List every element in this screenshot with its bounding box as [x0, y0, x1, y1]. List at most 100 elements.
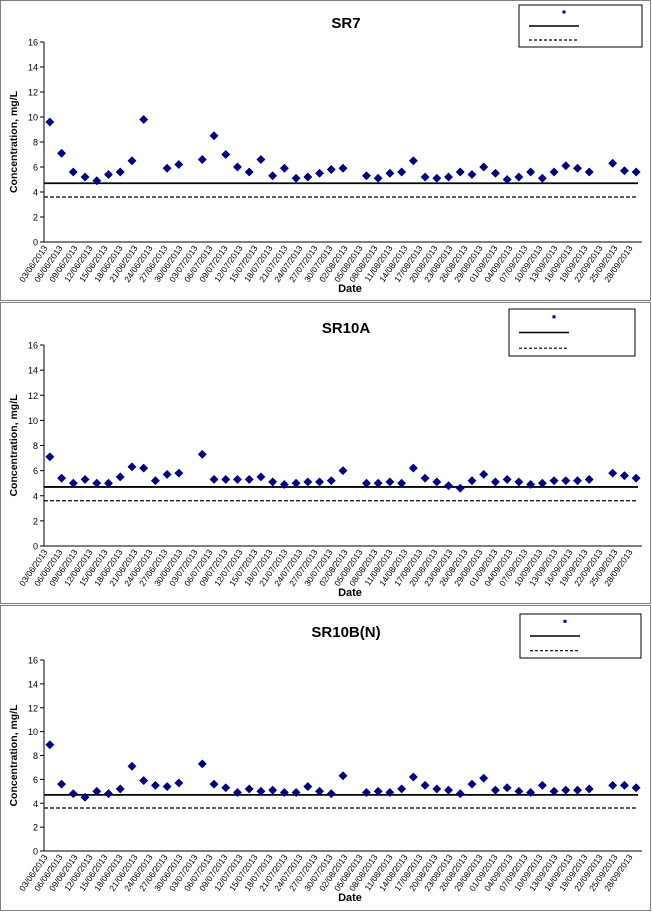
- data-point: [268, 477, 278, 487]
- data-point: [455, 789, 465, 799]
- data-point: [443, 172, 454, 182]
- data-point: [479, 469, 489, 479]
- data-point: [397, 167, 407, 177]
- data-point: [127, 761, 137, 771]
- data-point: [385, 168, 395, 178]
- data-point: [526, 787, 536, 798]
- data-point: [45, 117, 55, 127]
- data-point: [502, 174, 512, 185]
- data-point: [631, 783, 641, 793]
- data-point: [244, 784, 254, 794]
- data-point: [420, 780, 430, 790]
- chart-2: SR10B(N)024681012141603/06/201306/06/201…: [0, 605, 651, 911]
- data-point: [57, 779, 67, 789]
- x-axis-label: Date: [338, 283, 362, 295]
- data-point: [268, 171, 278, 181]
- chart-title: SR7: [331, 15, 360, 32]
- data-point: [467, 779, 477, 789]
- data-point: [490, 168, 500, 178]
- data-point: [572, 476, 583, 486]
- data-point: [57, 148, 67, 158]
- data-point: [150, 780, 160, 790]
- data-point: [502, 783, 512, 793]
- data-point: [256, 786, 266, 796]
- data-point: [537, 173, 547, 183]
- data-point: [631, 167, 641, 177]
- data-point: [232, 787, 243, 798]
- chart-title: SR10B(N): [311, 624, 380, 641]
- data-point: [619, 166, 629, 176]
- data-point: [572, 785, 583, 795]
- data-point: [326, 789, 336, 799]
- data-point: [80, 474, 90, 484]
- data-point: [408, 156, 418, 166]
- data-point: [397, 784, 407, 794]
- chart-title: SR10A: [322, 320, 371, 337]
- data-point: [174, 778, 184, 788]
- data-point: [127, 156, 137, 166]
- data-point: [162, 781, 172, 792]
- data-point: [314, 168, 325, 178]
- y-tick-label: 10: [28, 416, 38, 426]
- data-point: [139, 114, 149, 125]
- data-point: [420, 473, 430, 483]
- data-point: [455, 483, 465, 493]
- data-point: [584, 474, 594, 484]
- data-point: [279, 479, 289, 489]
- data-point: [139, 463, 149, 473]
- data-point: [443, 785, 454, 795]
- data-point: [279, 163, 289, 173]
- chart-panel: [0, 0, 651, 301]
- data-point: [150, 476, 160, 486]
- data-point: [373, 786, 383, 796]
- data-point: [631, 473, 641, 483]
- data-point: [139, 776, 149, 786]
- data-point: [291, 478, 301, 488]
- data-point: [514, 172, 524, 182]
- data-point: [537, 478, 547, 488]
- legend: [518, 4, 643, 48]
- data-point: [549, 476, 559, 486]
- y-tick-label: 4: [33, 491, 38, 501]
- data-point: [45, 452, 55, 462]
- data-point: [537, 780, 547, 790]
- y-tick-label: 8: [33, 138, 38, 148]
- legend: [508, 308, 636, 357]
- y-tick-label: 12: [28, 391, 38, 401]
- data-point: [197, 154, 207, 165]
- data-point: [162, 469, 172, 479]
- data-point: [385, 477, 395, 487]
- y-axis-label: Concentration, mg/L: [8, 704, 20, 807]
- data-point: [361, 787, 372, 798]
- data-point: [221, 149, 231, 160]
- y-tick-label: 2: [33, 516, 38, 526]
- data-point: [221, 474, 231, 484]
- data-point: [608, 780, 618, 790]
- data-point: [373, 173, 383, 183]
- data-point: [291, 787, 301, 798]
- data-point: [314, 477, 325, 487]
- data-point: [408, 463, 418, 473]
- chart-0: SR7024681012141603/06/201306/06/201309/0…: [0, 0, 651, 301]
- data-point: [326, 476, 336, 486]
- y-tick-label: 4: [33, 799, 38, 809]
- y-tick-label: 0: [33, 847, 38, 857]
- y-tick-label: 4: [33, 188, 38, 198]
- legend: [519, 613, 642, 659]
- data-point: [479, 773, 489, 783]
- data-point: [397, 478, 407, 488]
- data-point: [256, 472, 266, 482]
- y-tick-label: 6: [33, 163, 38, 173]
- data-point: [232, 474, 243, 484]
- data-point: [408, 772, 418, 782]
- data-point: [57, 473, 67, 483]
- y-tick-label: 8: [33, 441, 38, 451]
- chart-1: SR10A024681012141603/06/201306/06/201309…: [0, 302, 651, 604]
- data-point: [174, 159, 184, 170]
- data-point: [115, 472, 125, 482]
- data-point: [244, 167, 254, 177]
- data-point: [68, 478, 78, 488]
- data-point: [338, 163, 348, 173]
